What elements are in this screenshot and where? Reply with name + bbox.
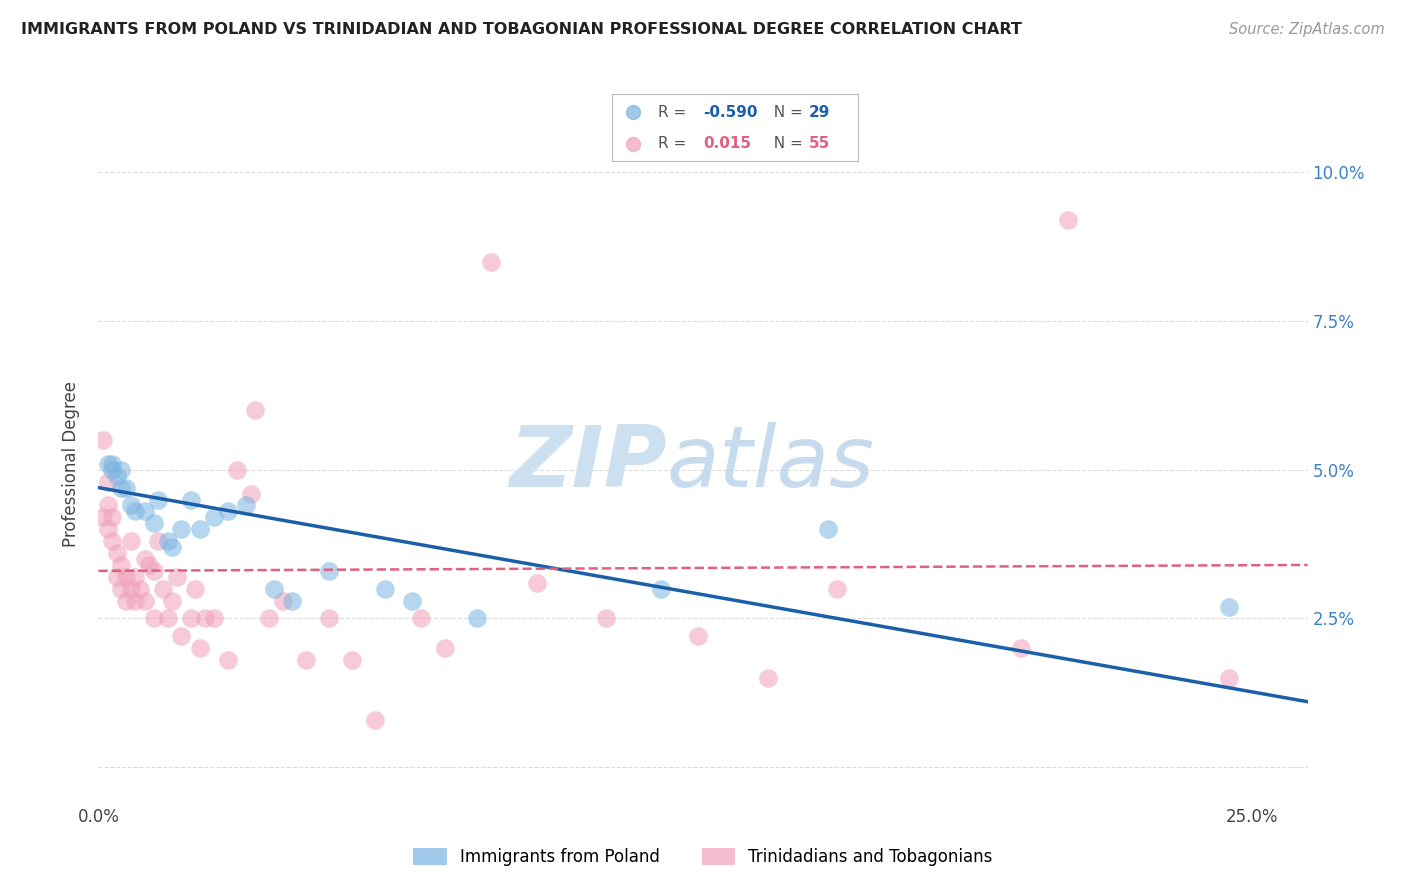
Point <box>138 558 160 572</box>
Point <box>263 582 285 596</box>
Text: Source: ZipAtlas.com: Source: ZipAtlas.com <box>1229 22 1385 37</box>
Point <box>124 504 146 518</box>
Text: N =: N = <box>763 105 807 120</box>
Point <box>825 582 848 596</box>
Point <box>110 481 132 495</box>
Point <box>170 522 193 536</box>
Point <box>756 671 779 685</box>
Point <box>101 534 124 549</box>
Point <box>188 522 211 536</box>
Point <box>148 492 170 507</box>
Point <box>180 492 202 507</box>
Point <box>120 582 142 596</box>
Point <box>295 653 318 667</box>
Point <box>1010 641 1032 656</box>
Point <box>97 475 120 489</box>
Text: R =: R = <box>658 105 690 120</box>
Point <box>257 611 280 625</box>
Point <box>115 481 138 495</box>
Point <box>115 570 138 584</box>
Point <box>526 575 548 590</box>
Point <box>142 611 165 625</box>
Point <box>156 611 179 625</box>
Point <box>401 593 423 607</box>
Point <box>650 582 672 596</box>
Text: R =: R = <box>658 136 696 152</box>
Point <box>105 570 128 584</box>
Text: 55: 55 <box>808 136 830 152</box>
Point <box>170 629 193 643</box>
Point <box>1056 213 1078 227</box>
Y-axis label: Professional Degree: Professional Degree <box>62 381 80 547</box>
Point <box>120 534 142 549</box>
Point <box>411 611 433 625</box>
Point <box>217 504 239 518</box>
Point <box>91 433 114 447</box>
Point <box>595 611 617 625</box>
Point <box>97 499 120 513</box>
Point <box>374 582 396 596</box>
Point <box>115 593 138 607</box>
Point <box>120 499 142 513</box>
Point <box>817 522 839 536</box>
Point <box>162 540 184 554</box>
Point <box>148 534 170 549</box>
Text: 29: 29 <box>808 105 830 120</box>
Point <box>124 593 146 607</box>
Point <box>166 570 188 584</box>
Point <box>281 593 304 607</box>
Point <box>271 593 294 607</box>
Text: atlas: atlas <box>666 422 875 506</box>
Point <box>101 457 124 471</box>
Point <box>479 254 502 268</box>
Text: 0.015: 0.015 <box>703 136 751 152</box>
Point <box>134 504 156 518</box>
Point <box>225 463 247 477</box>
Point <box>217 653 239 667</box>
Point <box>152 582 174 596</box>
Legend: Immigrants from Poland, Trinidadians and Tobagonians: Immigrants from Poland, Trinidadians and… <box>406 841 1000 872</box>
Point <box>364 713 387 727</box>
Point <box>97 522 120 536</box>
Point <box>235 499 257 513</box>
Point <box>105 468 128 483</box>
Point <box>688 629 710 643</box>
Point <box>142 564 165 578</box>
Point <box>342 653 364 667</box>
Point <box>1218 671 1240 685</box>
Point <box>142 516 165 531</box>
Point <box>91 510 114 524</box>
Point <box>110 582 132 596</box>
Point <box>202 611 225 625</box>
Point <box>134 552 156 566</box>
Point <box>124 570 146 584</box>
Point <box>101 463 124 477</box>
Point <box>129 582 152 596</box>
Text: N =: N = <box>763 136 807 152</box>
Point <box>465 611 488 625</box>
Point <box>433 641 456 656</box>
Point <box>110 558 132 572</box>
Point <box>193 611 215 625</box>
Point <box>110 463 132 477</box>
Point <box>97 457 120 471</box>
Point <box>134 593 156 607</box>
Point <box>245 403 267 417</box>
Point <box>162 593 184 607</box>
Point <box>184 582 207 596</box>
FancyBboxPatch shape <box>612 94 858 161</box>
Point <box>202 510 225 524</box>
Point <box>180 611 202 625</box>
Text: -0.590: -0.590 <box>703 105 758 120</box>
Point <box>105 546 128 560</box>
Point <box>318 611 340 625</box>
Text: IMMIGRANTS FROM POLAND VS TRINIDADIAN AND TOBAGONIAN PROFESSIONAL DEGREE CORRELA: IMMIGRANTS FROM POLAND VS TRINIDADIAN AN… <box>21 22 1022 37</box>
Point <box>239 486 262 500</box>
Point <box>188 641 211 656</box>
Point <box>101 510 124 524</box>
Point <box>156 534 179 549</box>
Point <box>1218 599 1240 614</box>
Text: ZIP: ZIP <box>509 422 666 506</box>
Point <box>318 564 340 578</box>
